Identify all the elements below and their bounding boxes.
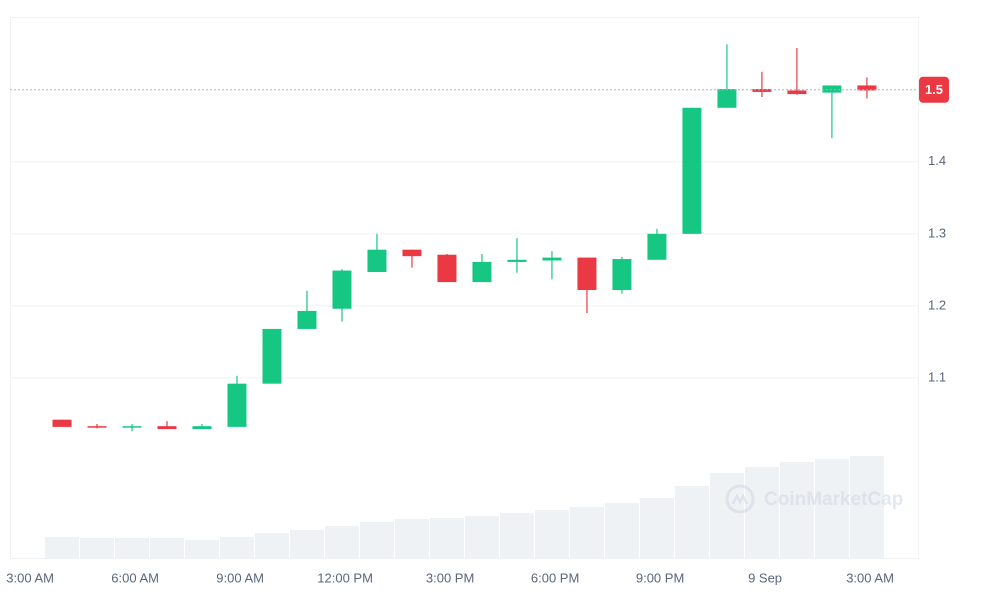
volume-bar xyxy=(674,486,709,558)
x-tick-label: 3:00 AM xyxy=(6,570,54,585)
x-tick-label: 9 Sep xyxy=(748,570,782,585)
candle-body xyxy=(857,85,877,91)
candle-body xyxy=(367,249,387,273)
candle-body xyxy=(402,249,422,257)
candle-body xyxy=(647,233,667,260)
volume-bar xyxy=(219,537,254,558)
volume-bar xyxy=(849,456,884,558)
candle-body xyxy=(507,259,527,262)
volume-bar xyxy=(45,537,80,558)
candle-body xyxy=(262,328,282,384)
volume-bar xyxy=(289,530,324,558)
volume-bar xyxy=(639,498,674,558)
candle-body xyxy=(437,254,457,283)
x-tick-label: 9:00 AM xyxy=(216,570,264,585)
volume-bar xyxy=(744,467,779,558)
candle-body xyxy=(332,270,352,309)
volume-bar xyxy=(814,459,849,558)
x-tick-label: 6:00 AM xyxy=(111,570,159,585)
candle-body xyxy=(682,107,702,234)
candle-body xyxy=(297,310,317,329)
volume-bar xyxy=(569,507,604,558)
candle-body xyxy=(822,85,842,93)
watermark-text: CoinMarketCap xyxy=(764,489,903,510)
last-price-label: 1.5 xyxy=(925,82,943,97)
watermark: CoinMarketCap xyxy=(725,484,903,514)
watermark-logo xyxy=(725,484,755,514)
candle-body xyxy=(52,419,72,427)
candle-body xyxy=(717,89,737,108)
y-tick-label: 1.4 xyxy=(928,153,946,168)
volume-bar xyxy=(429,518,464,558)
candle-body xyxy=(192,426,212,430)
volume-bar xyxy=(114,538,149,558)
volume-bar xyxy=(80,538,114,558)
candle-body xyxy=(612,259,632,291)
candle-body xyxy=(472,261,492,283)
volume-bar xyxy=(499,513,534,558)
candle-body xyxy=(122,426,142,428)
candle-body xyxy=(87,426,107,428)
plot-frame xyxy=(10,17,919,559)
candle-body xyxy=(227,383,247,427)
x-tick-label: 3:00 AM xyxy=(846,570,894,585)
volume-bar xyxy=(184,540,219,558)
y-tick-label: 1.2 xyxy=(928,297,946,312)
volume-bar xyxy=(394,519,429,558)
y-tick-label: 1.3 xyxy=(928,225,946,240)
candle-body xyxy=(787,90,807,95)
candle-body xyxy=(157,426,177,430)
candle-body xyxy=(577,257,597,291)
volume-bar xyxy=(464,516,499,558)
y-tick-label: 1.1 xyxy=(928,369,946,384)
candle-body xyxy=(542,257,562,261)
x-tick-label: 12:00 PM xyxy=(317,570,373,585)
volume-bar xyxy=(149,538,184,558)
x-tick-label: 9:00 PM xyxy=(636,570,684,585)
watermark-logo-mark xyxy=(731,493,749,505)
volume-bar xyxy=(254,533,289,558)
volume-bar xyxy=(359,522,394,558)
volume-bar xyxy=(604,503,639,558)
volume-bar xyxy=(534,510,569,558)
x-tick-label: 6:00 PM xyxy=(531,570,579,585)
candle-body xyxy=(752,89,772,92)
x-tick-label: 3:00 PM xyxy=(426,570,474,585)
volume-bar xyxy=(779,462,814,558)
volume-bar xyxy=(324,526,359,558)
last-price-box xyxy=(919,76,949,103)
